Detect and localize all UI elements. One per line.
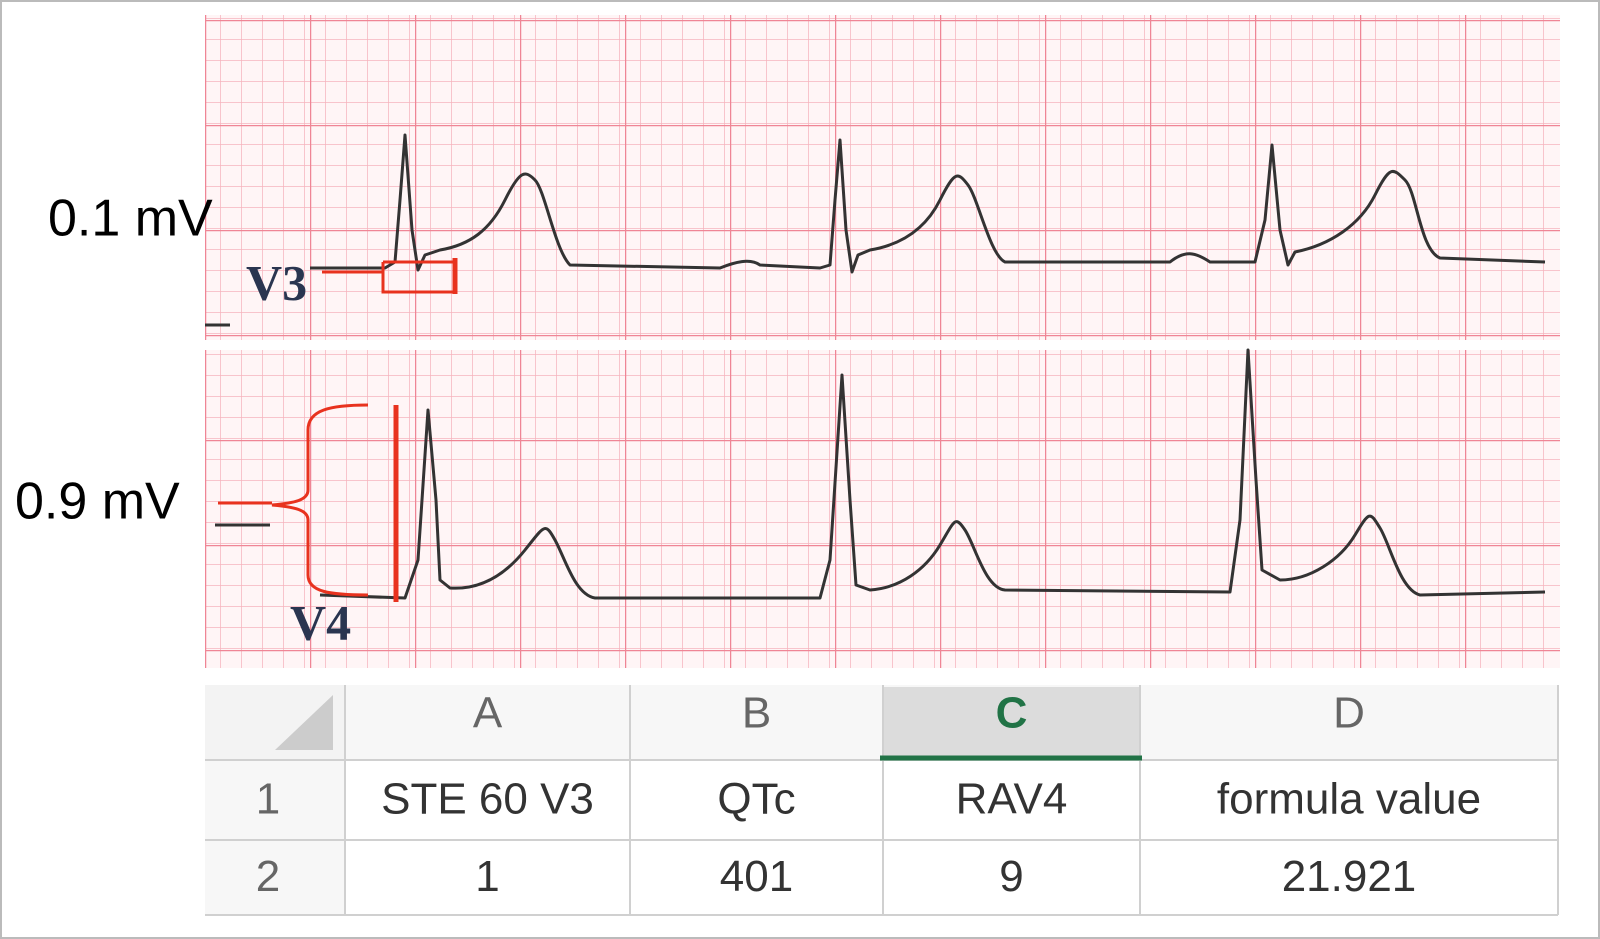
calibration-mark <box>205 323 270 527</box>
column-header[interactable]: A <box>473 689 503 738</box>
cell-value[interactable]: QTc <box>717 775 795 824</box>
cell-value[interactable]: STE 60 V3 <box>381 775 594 824</box>
v3-bracket <box>322 260 455 294</box>
lead-label: V4 <box>290 594 351 650</box>
amplitude-label: 0.1 mV <box>48 190 213 248</box>
selected-column-header[interactable] <box>883 687 1140 758</box>
row-header-bar <box>205 760 345 915</box>
cell-value[interactable]: 1 <box>475 852 499 901</box>
cell-value[interactable]: formula value <box>1217 775 1481 824</box>
cell-value[interactable]: 21.921 <box>1282 852 1417 901</box>
ecg-trace-v3 <box>310 133 1546 274</box>
select-all[interactable] <box>275 695 333 750</box>
row-header[interactable]: 1 <box>256 775 280 824</box>
cell-value[interactable]: RAV4 <box>956 775 1068 824</box>
ecg-trace-v4 <box>319 348 1546 600</box>
v4-brace <box>271 403 369 597</box>
row-header[interactable]: 2 <box>256 852 280 901</box>
ecg-grid <box>205 15 1560 340</box>
column-header[interactable]: B <box>742 689 771 738</box>
column-header[interactable]: D <box>1333 689 1365 738</box>
ecg-grid <box>205 350 1560 668</box>
lead-label: V3 <box>246 254 307 310</box>
amplitude-label: 0.9 mV <box>15 473 180 531</box>
column-header[interactable]: C <box>996 689 1028 738</box>
spreadsheet <box>205 685 1559 916</box>
cell-value[interactable]: 401 <box>720 852 793 901</box>
cell-value[interactable]: 9 <box>999 852 1023 901</box>
